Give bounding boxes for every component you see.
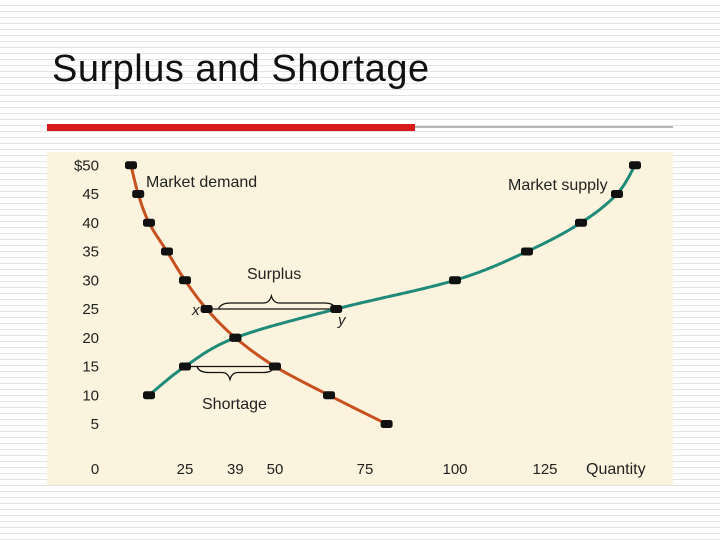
x-tick-label: 125 — [532, 461, 557, 478]
shortage-bracket — [196, 366, 275, 382]
supply-curve — [147, 163, 637, 397]
y-tick-label: 20 — [82, 330, 99, 347]
x-tick-label: 75 — [357, 461, 374, 478]
demand-point — [380, 420, 393, 428]
demand-curve — [129, 163, 389, 426]
demand-point — [200, 305, 213, 313]
y-tick-label: 15 — [82, 359, 99, 376]
supply-point — [629, 161, 641, 170]
title-accent-bar — [47, 124, 415, 131]
demand-point — [132, 190, 145, 198]
demand-series-label: Market demand — [146, 174, 257, 191]
slide-title: Surplus and Shortage — [52, 48, 430, 90]
supply-point — [575, 218, 587, 227]
label-layer: Market demand Market supply Surplus Shor… — [146, 174, 646, 478]
demand-point — [179, 276, 191, 285]
point-x-label: x — [191, 302, 200, 319]
supply-point — [330, 305, 343, 313]
supply-point — [449, 276, 461, 285]
x-tick-label: 100 — [442, 461, 467, 478]
point-y-label: y — [337, 312, 347, 329]
supply-series-label: Market supply — [508, 177, 608, 194]
demand-point — [143, 218, 155, 227]
shortage-label: Shortage — [202, 396, 267, 413]
supply-point — [521, 247, 533, 256]
x-axis-title: Quantity — [586, 461, 646, 478]
y-tick-label: 35 — [82, 244, 99, 261]
bracket-layer — [185, 293, 337, 382]
surplus-bracket — [217, 293, 336, 310]
surplus-label: Surplus — [247, 266, 301, 283]
x-tick-label: 50 — [267, 461, 284, 478]
y-tick-label: 25 — [82, 301, 99, 318]
plot-panel — [47, 152, 673, 485]
demand-point — [125, 161, 137, 170]
title-accent-line — [415, 126, 673, 128]
x-axis-ticks: 0 25 39 50 75 100 125 — [91, 461, 558, 478]
supply-point — [179, 362, 191, 371]
supply-point — [611, 190, 623, 198]
y-tick-label: 5 — [91, 416, 99, 433]
y-axis-ticks: $50 45 40 35 30 25 20 15 10 5 — [74, 157, 99, 433]
supply-point — [229, 333, 242, 342]
x-tick-label: 0 — [91, 461, 99, 478]
demand-point — [323, 391, 335, 400]
demand-point — [161, 247, 173, 256]
y-tick-label: 10 — [82, 387, 99, 404]
supply-point — [143, 391, 155, 400]
y-tick-label: 30 — [82, 272, 99, 289]
y-tick-label: $50 — [74, 157, 99, 174]
demand-point — [269, 362, 281, 371]
y-tick-label: 40 — [82, 215, 99, 232]
y-tick-label: 45 — [82, 186, 99, 203]
x-tick-label: 39 — [227, 461, 244, 478]
x-tick-label: 25 — [177, 461, 194, 478]
point-layer — [125, 161, 641, 428]
curve-layer — [129, 163, 637, 426]
